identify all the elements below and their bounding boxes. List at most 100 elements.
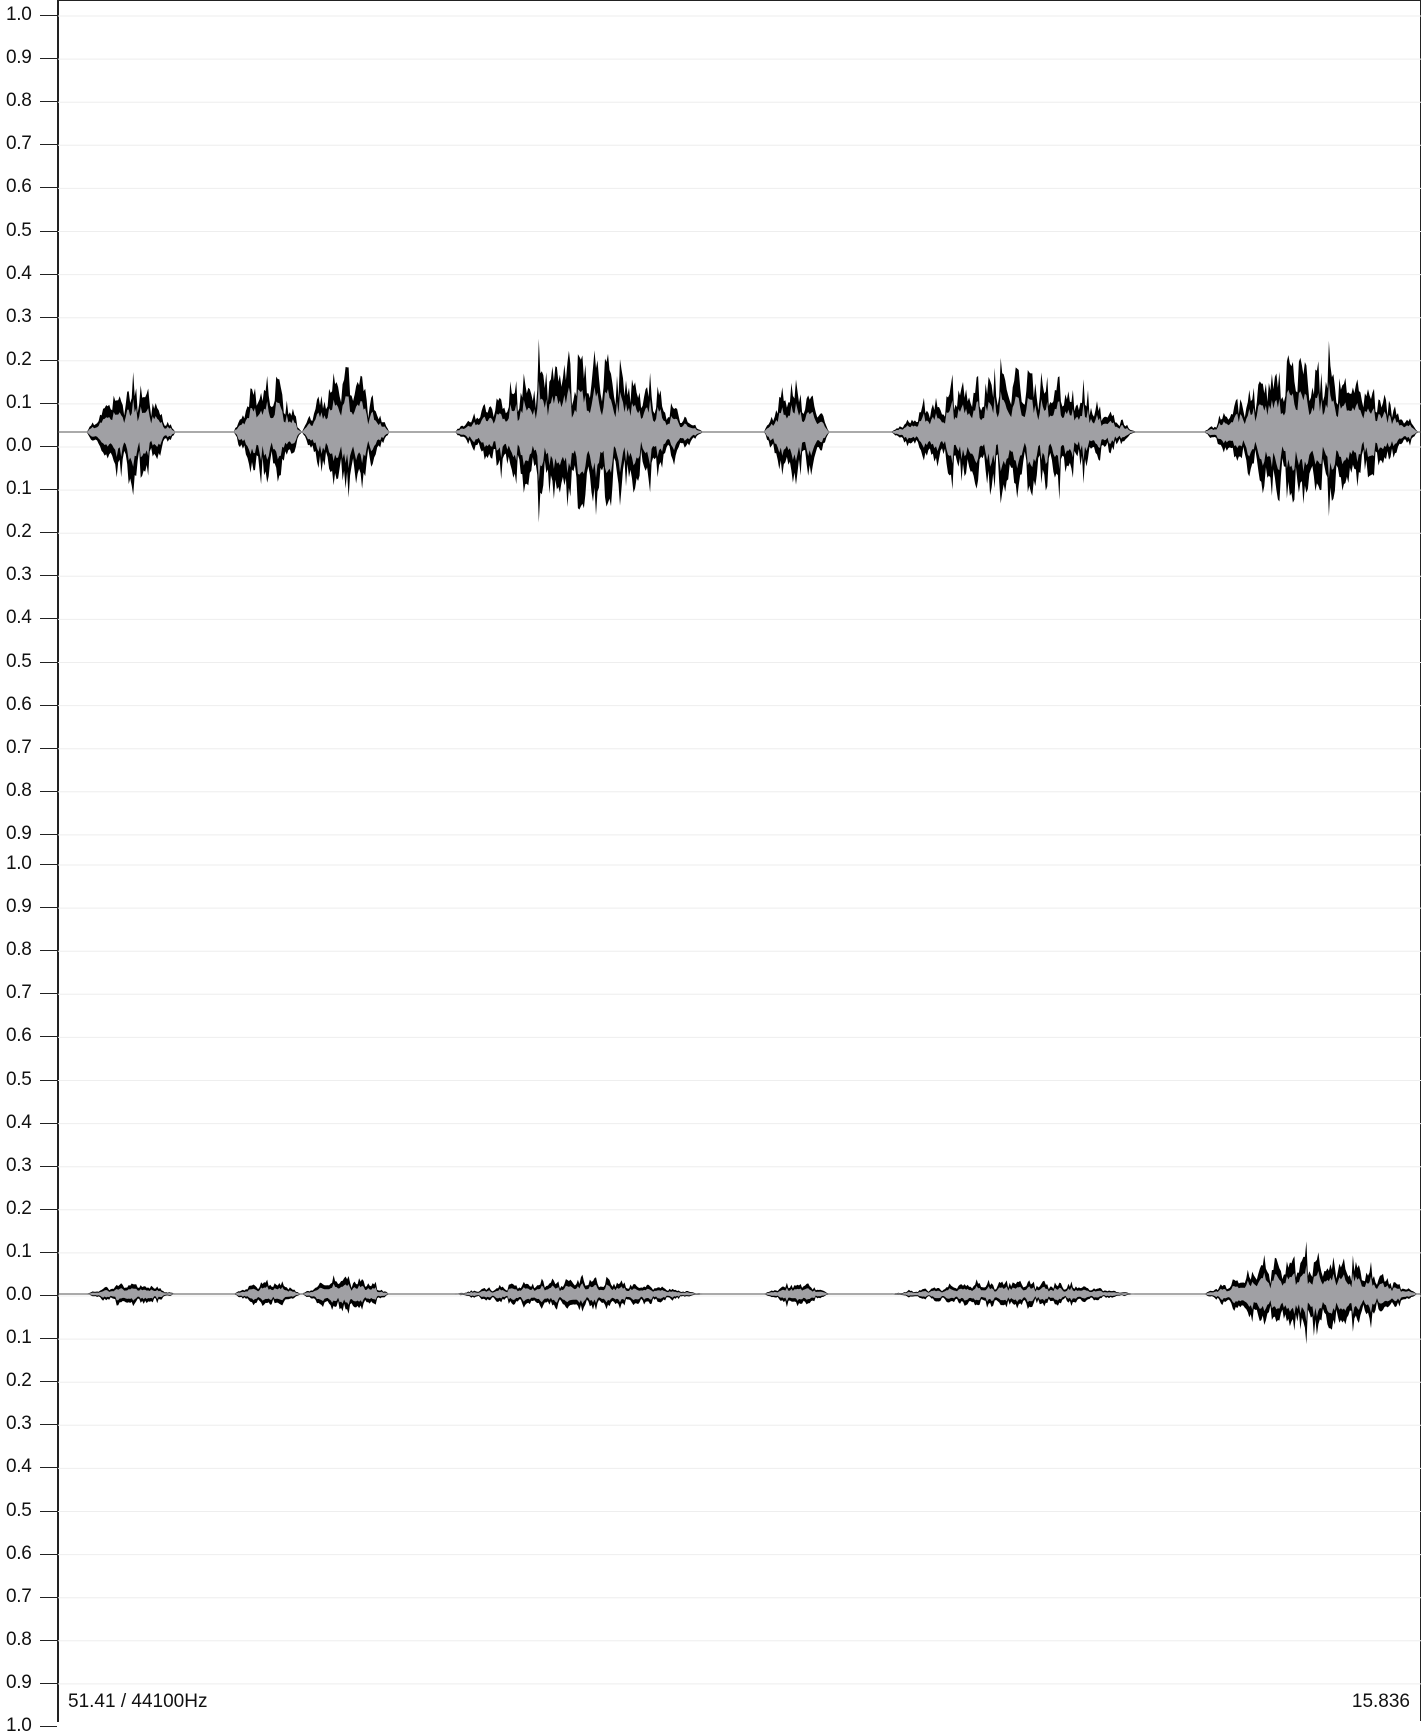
ch2-tick-label: 0.8 <box>6 1628 32 1650</box>
ch2-tick-mark <box>40 1251 57 1253</box>
waveform-rms-segment <box>1204 1265 1419 1322</box>
ch1-tick-label: 0.6 <box>6 693 32 715</box>
ch1-tick-mark <box>40 618 57 620</box>
ch2-tick-label: 0.6 <box>6 1542 32 1564</box>
waveform-rms-segment <box>890 1285 1137 1303</box>
ch2-tick-mark <box>40 1036 57 1038</box>
ruler-axis-line <box>57 0 59 1722</box>
ch1-tick-mark <box>40 575 57 577</box>
ch1-tick-mark <box>40 402 57 404</box>
ch2-tick-label: 0.4 <box>6 1456 32 1478</box>
ch2-tick-label: 0.3 <box>6 1154 32 1176</box>
ch1-tick-mark <box>40 532 57 534</box>
ch2-tick-label: 0.8 <box>6 939 32 961</box>
ch1-tick-label: 0.0 <box>6 435 32 456</box>
waveform-rms-segment <box>233 1286 302 1301</box>
ch2-tick-mark <box>40 1381 57 1383</box>
ch2-tick-label: 0.2 <box>6 1370 32 1392</box>
duration-readout: 15.836 <box>1351 1691 1410 1712</box>
sample-rate-readout: 51.41 / 44100Hz <box>68 1691 208 1712</box>
ch2-tick-mark <box>40 1639 57 1641</box>
waveform-rms-segment <box>454 380 703 482</box>
ch1-tick-mark <box>40 15 57 16</box>
ch1-tick-label: 0.4 <box>6 262 32 284</box>
ch2-tick-mark <box>40 1338 57 1340</box>
ch1-tick-label: 0.9 <box>6 822 32 844</box>
ch2-tick-label: 0.3 <box>6 1413 32 1435</box>
channel-1-rms-envelope <box>86 380 1419 482</box>
ch1-tick-label: 0.6 <box>6 176 32 198</box>
waveform-rms-segment <box>86 1288 176 1301</box>
ch2-tick-label: 0.9 <box>6 1671 32 1693</box>
ch1-tick-label: 0.9 <box>6 47 32 69</box>
ch1-tick-mark <box>40 230 57 232</box>
ch2-tick-label: 0.0 <box>6 1284 32 1305</box>
channel-2-rms-envelope <box>86 1265 1419 1322</box>
ch2-tick-mark <box>40 1208 57 1210</box>
ch2-tick-label: 0.5 <box>6 1068 32 1090</box>
ch1-tick-mark <box>40 747 57 749</box>
ch2-tick-label: 1.0 <box>6 1715 32 1736</box>
ch2-tick-label: 0.2 <box>6 1197 32 1219</box>
ch1-tick-label: 0.5 <box>6 219 32 241</box>
ch1-tick-label: 0.1 <box>6 478 32 500</box>
ch2-tick-label: 0.4 <box>6 1111 32 1133</box>
ch1-tick-label: 0.8 <box>6 779 32 801</box>
amplitude-ruler: 1.0 0.9 0.8 0.7 0.6 0.5 0.4 0.3 0.2 0.1 0.0 0.1 0.2 0… <box>0 0 59 1736</box>
ch2-tick-label: 1.0 <box>6 853 32 874</box>
ch1-tick-mark <box>40 661 57 663</box>
waveform-canvas[interactable]: 51.41 / 44100Hz 15.836 <box>58 0 1421 1721</box>
ch1-tick-label: 1.0 <box>6 4 32 25</box>
ch1-tick-mark <box>40 489 57 491</box>
ch1-tick-mark <box>40 704 57 706</box>
ch1-tick-mark <box>40 446 57 447</box>
ch2-tick-label: 0.1 <box>6 1327 32 1349</box>
ch1-tick-mark <box>40 316 57 318</box>
ch1-tick-label: 0.7 <box>6 736 32 758</box>
ch2-tick-mark <box>40 1079 57 1081</box>
ch1-tick-mark <box>40 833 57 835</box>
ch1-tick-label: 0.1 <box>6 391 32 413</box>
waveform-rms-segment <box>86 399 176 467</box>
ch2-tick-label: 0.6 <box>6 1025 32 1047</box>
ch1-tick-mark <box>40 101 57 103</box>
ch1-tick-label: 0.4 <box>6 607 32 629</box>
ch1-tick-label: 0.3 <box>6 305 32 327</box>
waveform-rms-segment <box>454 1283 703 1304</box>
waveform-rms-segment <box>233 401 302 461</box>
ch1-tick-mark <box>40 359 57 361</box>
ch2-tick-mark <box>40 1467 57 1469</box>
ch2-tick-mark <box>40 1424 57 1426</box>
ch2-tick-label: 0.1 <box>6 1240 32 1262</box>
ch2-tick-label: 0.7 <box>6 982 32 1004</box>
ch1-tick-label: 0.2 <box>6 348 32 370</box>
waveform-rms-segment <box>764 1287 830 1302</box>
ch1-tick-label: 0.5 <box>6 650 32 672</box>
ch2-tick-mark <box>40 1596 57 1598</box>
ch2-tick-label: 0.9 <box>6 896 32 918</box>
ch2-tick-mark <box>40 950 57 952</box>
ch2-tick-label: 0.5 <box>6 1499 32 1521</box>
ch2-tick-mark <box>40 1553 57 1555</box>
ch2-tick-mark <box>40 1295 57 1296</box>
ch1-tick-label: 0.8 <box>6 90 32 112</box>
waveform-plot[interactable] <box>58 1 1421 1722</box>
waveform-rms-segment <box>764 403 830 461</box>
waveform-rms-segment <box>1204 381 1419 479</box>
ch1-tick-label: 0.2 <box>6 521 32 543</box>
ch2-tick-mark <box>40 864 57 865</box>
ch1-tick-label: 0.3 <box>6 564 32 586</box>
ch1-tick-mark <box>40 790 57 792</box>
ch1-tick-mark <box>40 187 57 189</box>
ch2-tick-mark <box>40 1726 57 1727</box>
waveform-rms-segment <box>302 396 390 469</box>
waveform-rms-segment <box>890 391 1137 472</box>
ch2-tick-label: 0.7 <box>6 1585 32 1607</box>
ch1-tick-mark <box>40 273 57 275</box>
ch1-tick-mark <box>40 58 57 60</box>
ch2-tick-mark <box>40 993 57 995</box>
ch2-tick-mark <box>40 1165 57 1167</box>
ch2-tick-mark <box>40 1682 57 1684</box>
ch2-tick-mark <box>40 1122 57 1124</box>
ch1-tick-label: 0.7 <box>6 133 32 155</box>
